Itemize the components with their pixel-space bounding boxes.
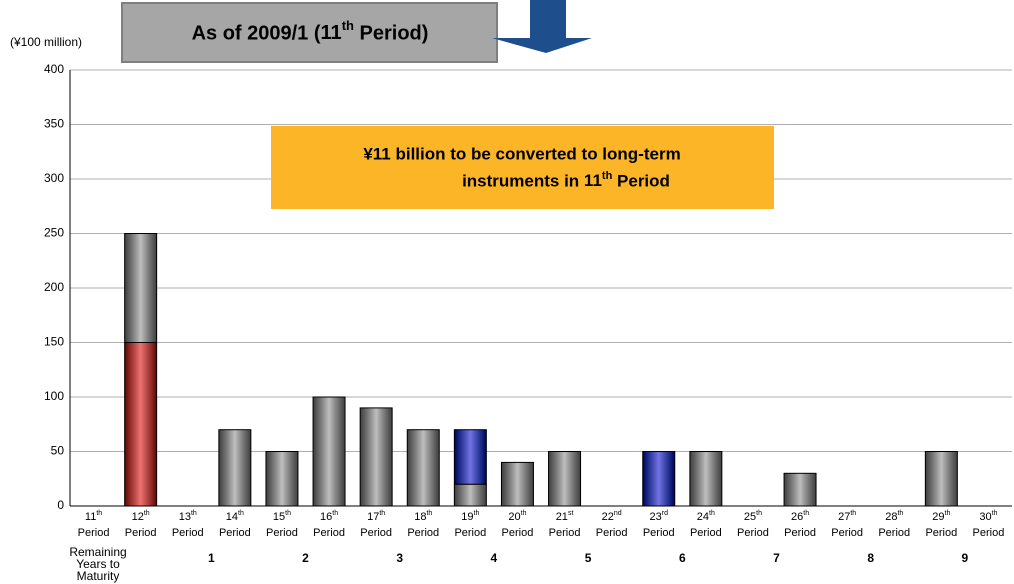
x-tick-label: 24th Period bbox=[690, 510, 722, 539]
x-tick-label: 23rd Period bbox=[643, 510, 675, 539]
x-tick-label: 29th Period bbox=[925, 510, 957, 539]
y-tick-label: 200 bbox=[44, 280, 64, 294]
bar bbox=[783, 472, 817, 507]
x-tick-label: 15th Period bbox=[266, 510, 298, 539]
x-tick-label: 19th Period bbox=[454, 510, 486, 539]
bar bbox=[359, 407, 393, 507]
x-tick-label: 27th Period bbox=[831, 510, 863, 539]
y-tick-label: 300 bbox=[44, 171, 64, 185]
remaining-years-label: Maturity bbox=[77, 569, 120, 583]
y-tick-label: 100 bbox=[44, 389, 64, 403]
remaining-year: 2 bbox=[302, 551, 309, 565]
y-tick-label: 150 bbox=[44, 335, 64, 349]
remaining-year: 1 bbox=[208, 551, 215, 565]
x-tick-label: 26th Period bbox=[784, 510, 816, 539]
x-tick-label: 20th Period bbox=[502, 510, 534, 539]
remaining-year: 8 bbox=[867, 551, 874, 565]
y-tick-label: 50 bbox=[51, 444, 65, 458]
x-tick-label: 11th Period bbox=[78, 510, 110, 539]
bar bbox=[453, 483, 487, 507]
x-tick-label: 28th Period bbox=[878, 510, 910, 539]
bar bbox=[265, 451, 299, 507]
chart-title: As of 2009/1 (11th Period) bbox=[192, 18, 429, 44]
remaining-years-label: Remaining bbox=[69, 545, 126, 559]
bar bbox=[924, 451, 958, 507]
y-tick-label: 250 bbox=[44, 226, 64, 240]
title-box bbox=[121, 2, 498, 63]
bar bbox=[689, 451, 723, 507]
x-tick-label: 13th Period bbox=[172, 510, 204, 539]
bar bbox=[406, 429, 440, 507]
x-tick-label: 16th Period bbox=[313, 510, 345, 539]
y-tick-label: 0 bbox=[57, 498, 64, 512]
bar bbox=[453, 429, 487, 485]
remaining-year: 6 bbox=[679, 551, 686, 565]
x-tick-label: 21st Period bbox=[549, 510, 581, 539]
remaining-years-label: Years to bbox=[76, 557, 120, 571]
remaining-year: 7 bbox=[773, 551, 780, 565]
bar bbox=[312, 396, 346, 507]
bar bbox=[642, 451, 676, 507]
remaining-year: 9 bbox=[962, 551, 969, 565]
x-tick-label: 22nd Period bbox=[596, 510, 628, 539]
remaining-year: 4 bbox=[491, 551, 498, 565]
annotation: ¥11 billion to be converted to long-term bbox=[363, 144, 680, 163]
x-tick-label: 17th Period bbox=[360, 510, 392, 539]
bar bbox=[124, 233, 158, 343]
y-axis-label: (¥100 million) bbox=[10, 35, 82, 49]
y-tick-label: 400 bbox=[44, 62, 64, 76]
arrow bbox=[492, 0, 592, 53]
bar bbox=[548, 451, 582, 507]
annotation-box bbox=[271, 126, 774, 209]
remaining-year: 3 bbox=[396, 551, 403, 565]
x-tick-label: 12th Period bbox=[125, 510, 157, 539]
x-tick-label: 30th Period bbox=[973, 510, 1005, 539]
x-tick-label: 14th Period bbox=[219, 510, 251, 539]
y-tick-label: 350 bbox=[44, 117, 64, 131]
bar bbox=[218, 429, 252, 507]
remaining-year: 5 bbox=[585, 551, 592, 565]
bar bbox=[124, 342, 158, 507]
x-tick-label: 18th Period bbox=[407, 510, 439, 539]
x-tick-label: 25th Period bbox=[737, 510, 769, 539]
bar bbox=[500, 461, 534, 507]
annotation: instruments in 11th Period bbox=[462, 170, 670, 191]
